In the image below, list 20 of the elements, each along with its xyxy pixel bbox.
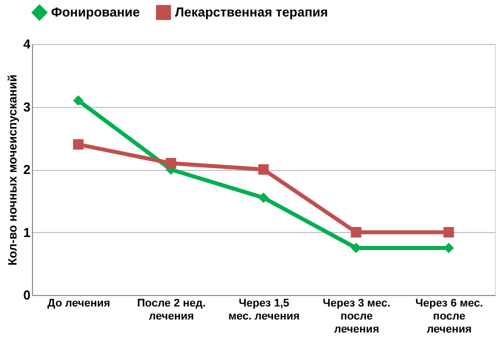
legend-label: Фонирование: [51, 4, 140, 20]
point: [166, 158, 176, 168]
y-tick-label: 0: [23, 288, 30, 302]
point: [443, 227, 454, 238]
point: [73, 139, 84, 150]
y-tick-label: 3: [23, 99, 30, 114]
x-tick-label: Через 1,5 мес. лечения: [228, 298, 300, 322]
x-tick-label: Через 6 мес. после лечения: [415, 298, 484, 336]
x-tick-label: До лечения: [47, 298, 110, 310]
y-tick-label: 2: [23, 162, 30, 177]
y-tick-label: 4: [23, 36, 32, 52]
x-tick-label: Через 3 мес. после лечения: [322, 298, 390, 336]
legend-label: Лекарственная терапия: [175, 4, 328, 20]
x-tick-label: После 2 нед. лечения: [137, 298, 206, 322]
y-axis-title: Кол-во ночных мочеиспусканий: [5, 74, 20, 266]
point: [73, 95, 84, 106]
point: [258, 164, 269, 175]
point: [258, 192, 269, 203]
y-tick-label: 1: [23, 224, 30, 240]
point: [350, 227, 362, 238]
